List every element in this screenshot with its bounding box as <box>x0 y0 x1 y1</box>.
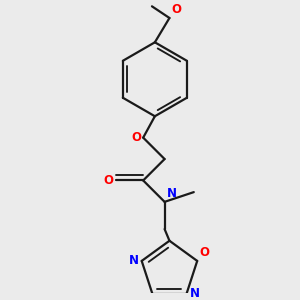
Text: O: O <box>199 246 209 259</box>
Text: O: O <box>103 174 113 187</box>
Text: O: O <box>131 131 141 144</box>
Text: O: O <box>171 3 182 16</box>
Text: N: N <box>129 254 139 267</box>
Text: N: N <box>190 287 200 300</box>
Text: N: N <box>167 187 176 200</box>
